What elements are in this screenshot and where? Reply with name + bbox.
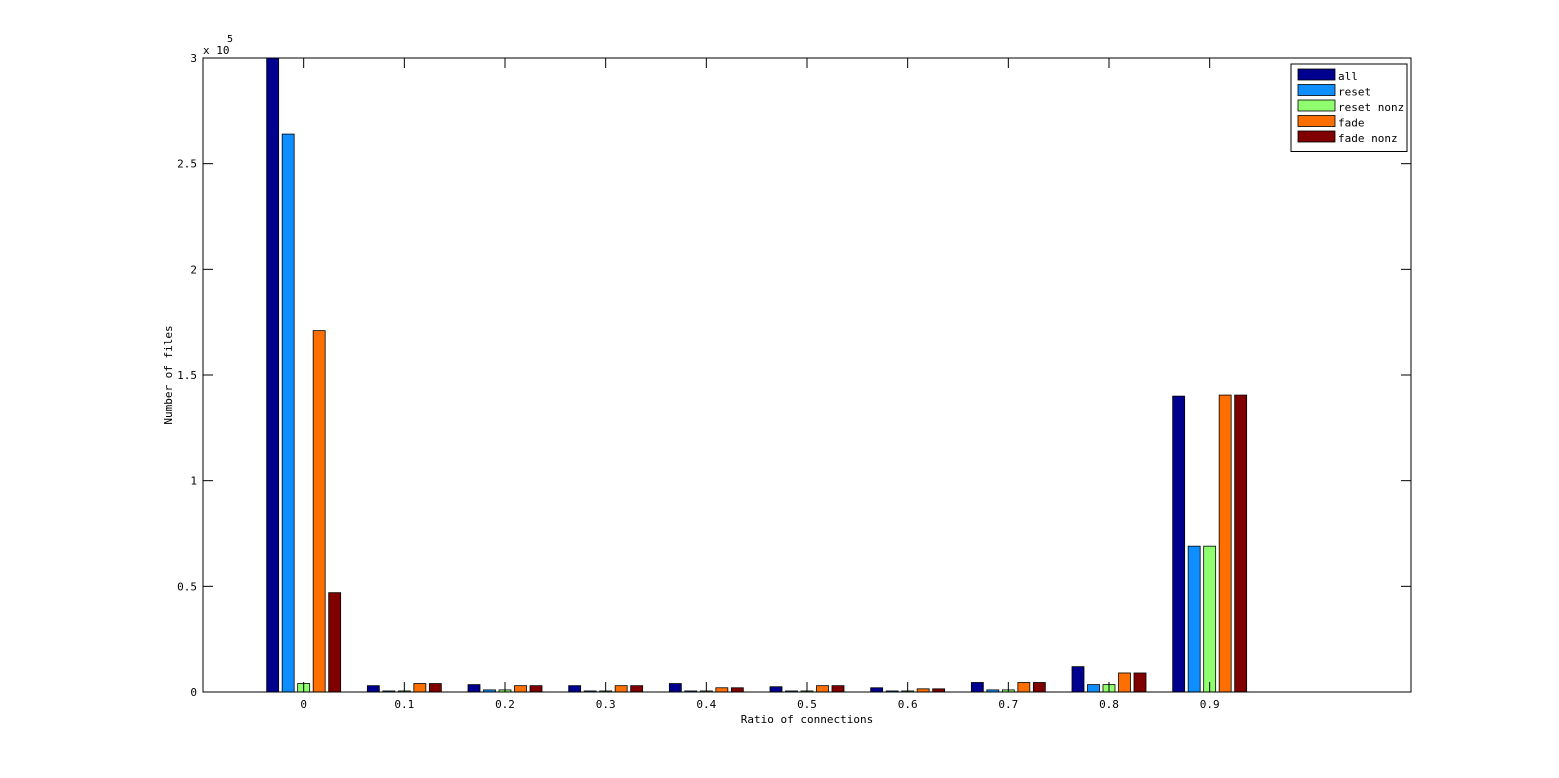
bar-reset-nonz-0.9 [1203,545,1217,693]
bar-all-0.7 [970,682,984,693]
bar-fade-nonz-0.9 [1234,394,1248,693]
bar-fade-0.2 [514,685,527,693]
y-axis-label: Number of files [162,325,175,424]
bar-fade-nonz-0 [328,592,342,693]
bar-all-0.9 [1172,395,1186,693]
legend-swatch-reset [1297,84,1336,96]
bar-all-0.8 [1071,666,1085,693]
y-tick-label: 2.5 [177,158,197,171]
bar-all-0.2 [467,684,481,693]
legend-swatch-fade-nonz [1297,130,1336,143]
bars-group [266,57,1248,693]
y-tick-label: 2 [190,263,197,276]
legend-label-reset: reset [1338,86,1371,99]
bar-fade-0.7 [1017,682,1031,693]
bar-all-0.3 [568,685,582,693]
x-tick-label: 0.9 [1200,698,1220,711]
x-tick-label: 0.3 [596,698,616,711]
legend-label-reset-nonz: reset nonz [1338,101,1404,114]
y-exponent-power: 5 [227,34,233,45]
bar-fade-0.4 [715,687,729,693]
x-tick-label: 0.4 [696,698,716,711]
bar-fade-0.1 [413,683,427,693]
bar-fade-0.3 [614,685,628,693]
bar-fade-0 [312,330,326,693]
x-tick-label: 0.7 [998,698,1018,711]
bar-fade-nonz-0.5 [831,685,845,693]
legend-swatch-reset-nonz [1297,99,1336,112]
bar-all-0 [266,57,280,693]
bar-fade-nonz-0.3 [630,685,644,693]
x-tick-label: 0.1 [394,698,414,711]
bar-fade-nonz-0.7 [1032,682,1046,693]
bar-reset-0.8 [1087,684,1100,693]
bar-all-0.6 [870,687,884,693]
bar-fade-nonz-0.4 [730,687,744,693]
ticks-group: 0 0.1 0.2 0.3 0.4 0.5 0.6 0.7 0.8 0.9 0 0.5 1 1.5 2 2.5… [177,52,1411,711]
x-tick-label: 0 [300,698,307,711]
x-tick-label: 0.8 [1099,698,1119,711]
legend-label-all: all [1338,70,1358,83]
bar-all-0.1 [366,685,380,693]
y-tick-label: 1 [190,475,197,488]
legend-swatch-all [1297,68,1336,81]
y-tick-label: 3 [190,52,197,65]
y-tick-label: 0 [190,686,197,699]
legend: all reset reset nonz fade fade nonz [1290,63,1408,152]
bar-reset-0 [281,133,295,693]
legend-label-fade: fade [1338,117,1365,130]
legend-label-fade-nonz: fade nonz [1338,132,1398,145]
x-tick-label: 0.6 [898,698,918,711]
y-tick-label: 0.5 [177,580,197,593]
y-tick-label: 1.5 [177,369,197,382]
x-tick-label: 0.5 [797,698,817,711]
legend-swatch-fade [1297,115,1336,127]
x-tick-label: 0.2 [495,698,515,711]
bar-all-0.4 [668,683,682,693]
x-axis-label: Ratio of connections [741,713,873,726]
bar-fade-0.5 [816,685,829,693]
bar-all-0.5 [769,686,783,693]
bar-reset-0.9 [1187,545,1201,693]
bar-fade-nonz-0.1 [428,683,442,693]
bar-fade-0.9 [1218,394,1232,693]
bar-fade-nonz-0.8 [1133,672,1147,693]
bar-fade-0.8 [1118,672,1131,693]
bar-fade-nonz-0.2 [529,685,543,693]
y-exponent-label: x 10 [203,44,230,57]
